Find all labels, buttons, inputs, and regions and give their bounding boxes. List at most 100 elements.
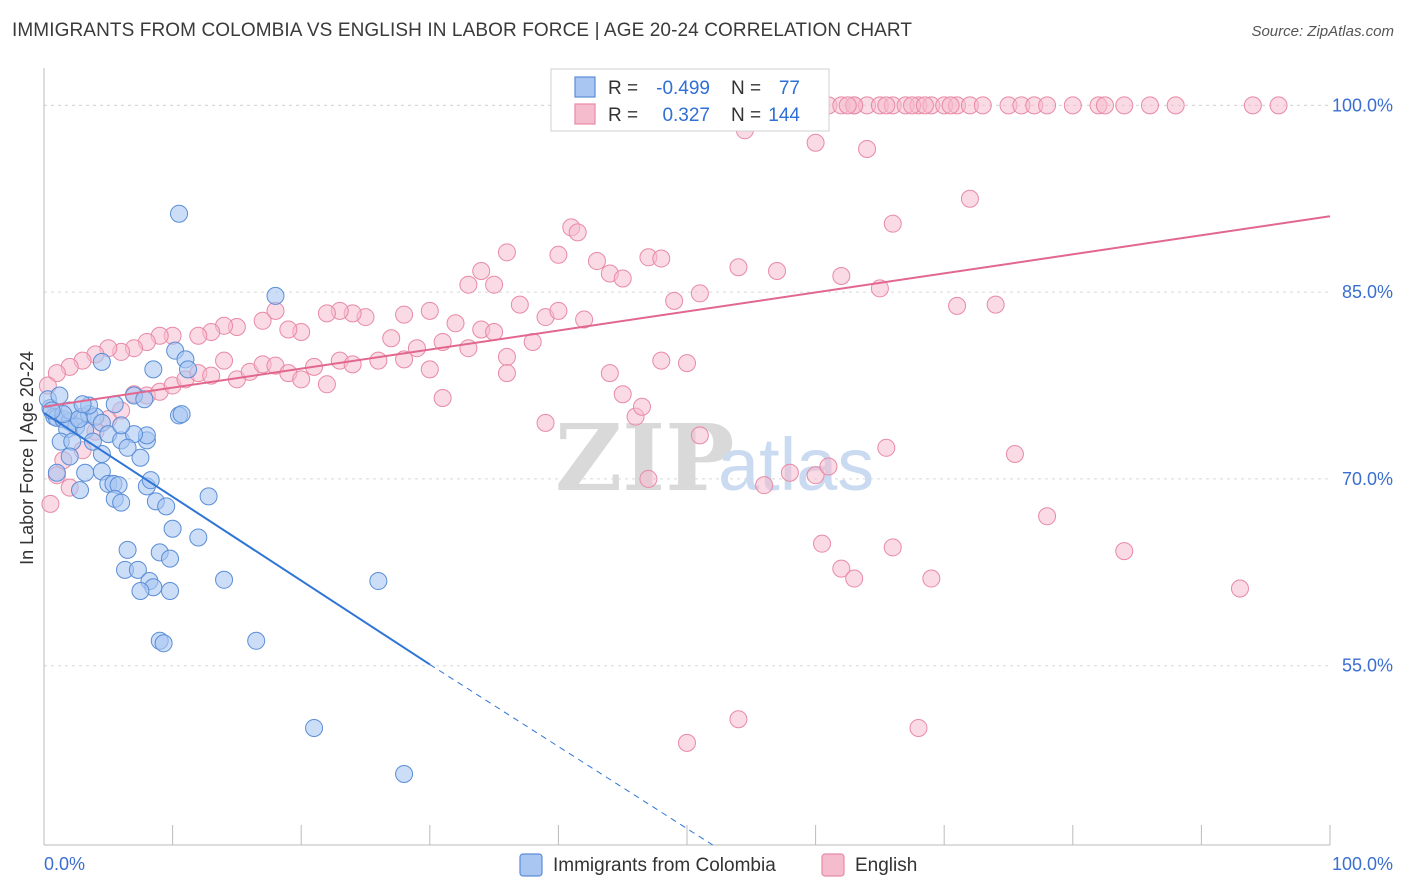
- english-point: [652, 249, 671, 268]
- colombia-point: [128, 560, 147, 579]
- colombia-point: [50, 386, 69, 405]
- english-point: [806, 133, 825, 152]
- english-point: [382, 329, 401, 348]
- english-point: [202, 366, 221, 385]
- english-point: [395, 350, 414, 369]
- english-point: [1115, 96, 1134, 115]
- english-point: [189, 326, 208, 345]
- english-point: [845, 569, 864, 588]
- watermark: ZIP atlas: [555, 404, 874, 512]
- x-tick-label-min: 0.0%: [44, 854, 85, 874]
- y-axis-title: In Labor Force | Age 20-24: [17, 351, 37, 565]
- english-point: [877, 96, 896, 115]
- colombia-point: [131, 581, 150, 600]
- english-point: [292, 370, 311, 389]
- english-point: [1038, 96, 1057, 115]
- legend: R = -0.499 N = 77 R = 0.327 N = 144: [550, 68, 830, 132]
- english-point: [47, 364, 66, 383]
- english-point: [678, 733, 696, 752]
- english-point: [832, 559, 851, 578]
- english-point: [395, 305, 414, 324]
- english-point: [613, 269, 632, 288]
- colombia-point: [170, 204, 189, 223]
- english-point: [632, 397, 651, 416]
- english-point: [652, 351, 671, 370]
- colombia-point: [305, 718, 324, 737]
- english-point: [806, 466, 825, 485]
- english-point: [253, 311, 272, 330]
- english-point: [420, 301, 439, 320]
- english-point: [1005, 445, 1024, 464]
- english-point: [909, 718, 928, 737]
- colombia-point: [105, 395, 124, 414]
- english-point: [973, 96, 992, 115]
- colombia-point: [47, 463, 66, 482]
- english-point: [420, 360, 439, 379]
- english-point: [613, 385, 632, 404]
- english-point: [575, 310, 594, 329]
- y-tick-label: 55.0%: [1342, 656, 1393, 676]
- english-point: [1095, 96, 1114, 115]
- colombia-point: [118, 438, 137, 457]
- colombia-point: [215, 570, 234, 589]
- english-point: [678, 354, 696, 373]
- legend-n-label-1: N =: [731, 78, 761, 99]
- english-point: [729, 710, 748, 729]
- colombia-point: [154, 634, 173, 653]
- bottom-legend-swatch-english: [821, 853, 845, 877]
- colombia-point: [60, 447, 79, 466]
- colombia-point: [163, 519, 182, 538]
- legend-n-value-1: 77: [779, 78, 800, 99]
- english-point: [858, 139, 877, 158]
- english-point: [41, 494, 60, 513]
- english-point: [485, 323, 504, 342]
- y-tick-label: 85.0%: [1342, 282, 1393, 302]
- colombia-point: [189, 528, 208, 547]
- legend-r-label-1: R =: [608, 78, 638, 99]
- english-point: [960, 189, 979, 208]
- source-label: Source: ZipAtlas.com: [1251, 23, 1394, 40]
- colombia-point: [118, 540, 137, 559]
- english-point: [1269, 96, 1288, 115]
- y-tick-labels: 55.0% 70.0% 85.0% 100.0%: [1332, 95, 1393, 675]
- legend-n-value-2: 144: [768, 105, 800, 126]
- colombia-point: [395, 765, 414, 784]
- english-point: [407, 339, 426, 358]
- english-point: [1038, 507, 1057, 526]
- english-points: [38, 96, 1288, 752]
- english-point: [729, 258, 748, 277]
- english-point: [497, 347, 516, 366]
- y-tick-label: 100.0%: [1332, 95, 1393, 115]
- english-point: [1230, 579, 1249, 598]
- english-point: [1166, 96, 1185, 115]
- colombia-point: [135, 390, 154, 409]
- english-point: [922, 569, 941, 588]
- english-point: [472, 261, 491, 280]
- bottom-legend-label-colombia: Immigrants from Colombia: [553, 855, 776, 876]
- english-point: [755, 476, 774, 495]
- colombia-point: [112, 493, 131, 512]
- legend-r-value-1: -0.499: [656, 78, 710, 99]
- english-point: [536, 413, 555, 432]
- english-point: [587, 252, 606, 271]
- colombia-point: [369, 572, 388, 591]
- english-point: [549, 301, 568, 320]
- colombia-point: [266, 286, 285, 305]
- chart-title: IMMIGRANTS FROM COLOMBIA VS ENGLISH IN L…: [12, 20, 913, 41]
- colombia-point: [172, 405, 191, 424]
- english-point: [1063, 96, 1082, 115]
- colombia-point: [73, 395, 92, 414]
- colombia-point: [199, 487, 218, 506]
- colombia-point: [179, 360, 198, 379]
- english-point: [1140, 96, 1159, 115]
- english-point: [639, 469, 658, 488]
- english-point: [510, 295, 529, 314]
- english-point: [690, 426, 709, 445]
- english-point: [915, 96, 934, 115]
- english-point: [819, 457, 838, 476]
- colombia-point: [71, 481, 90, 500]
- colombia-point: [131, 448, 150, 467]
- english-point: [813, 534, 832, 553]
- watermark-zip: ZIP: [555, 404, 734, 512]
- colombia-trend-extension: [429, 664, 713, 846]
